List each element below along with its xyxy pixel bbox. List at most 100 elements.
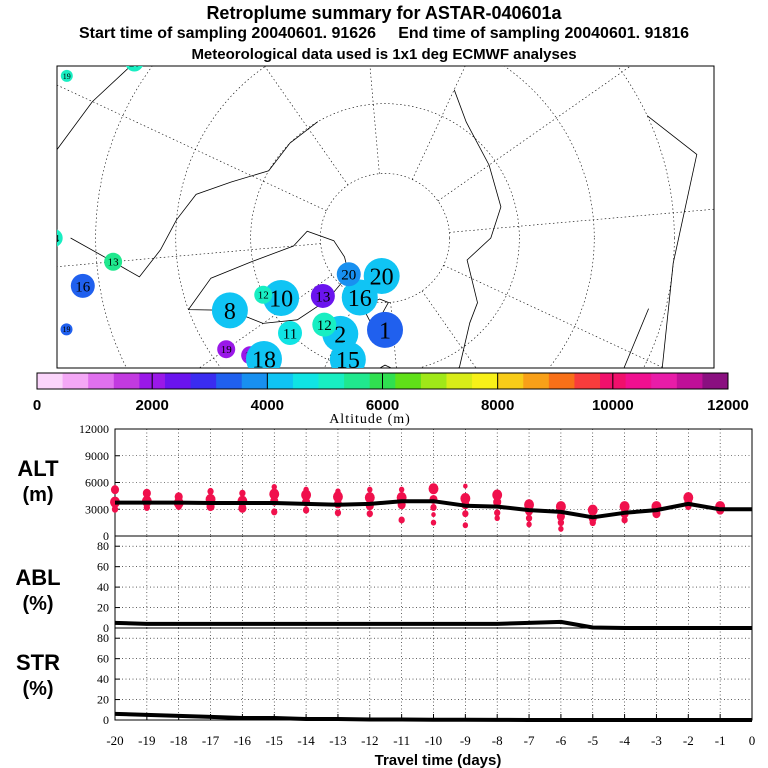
latitude-circle (250, 103, 520, 368)
plume-age-label: 19 (63, 72, 71, 81)
x-tick-label: -9 (460, 733, 471, 748)
altitude-cluster-point (143, 503, 151, 511)
latitude-circle (175, 66, 595, 368)
colorbar-cell (446, 373, 473, 389)
plume-cluster-marker: 6 (240, 415, 276, 451)
y-tick-label: 40 (97, 672, 109, 686)
plume-cluster-circle (70, 273, 95, 298)
plume-cluster-marker: 20 (336, 262, 361, 287)
colorbar-tick-label: 10000 (592, 397, 634, 414)
altitude-cluster-point (335, 488, 341, 495)
y-tick-label: 9000 (85, 449, 109, 463)
x-tick-label: -10 (425, 733, 442, 748)
plume-cluster-circle (60, 69, 73, 82)
colorbar-cell (548, 373, 575, 389)
plume-cluster-marker: 20 (363, 257, 400, 294)
plume-cluster-circle (240, 415, 276, 451)
plume-age-label: 9 (195, 396, 201, 408)
y-tick-label: 80 (97, 539, 109, 553)
plume-age-label: 19 (221, 344, 233, 356)
colorbar-cell (318, 373, 345, 389)
colorbar-tick-label: 8000 (481, 397, 514, 414)
plume-age-label: 17 (30, 250, 46, 266)
plume-age-label: 15 (24, 202, 36, 214)
plume-cluster-circle (27, 170, 39, 182)
altitude-cluster-point (525, 514, 533, 522)
altitude-cluster-point (110, 485, 120, 495)
colorbar-cell (190, 373, 217, 389)
coastlines (57, 66, 698, 368)
alt-panel: 0 3000 6000 9000 12000 (79, 422, 753, 543)
altitude-cluster-point (494, 515, 500, 522)
coastline (646, 115, 698, 368)
altitude-cluster-point (619, 501, 630, 513)
altitude-cluster-point (462, 522, 469, 529)
x-tick-label: -19 (138, 733, 155, 748)
plume-cluster-circle (278, 320, 303, 345)
plume-cluster-marker: 15 (20, 198, 38, 216)
y-tick-label: 12000 (79, 422, 109, 436)
latitude-circle (95, 66, 675, 368)
x-tick-label: -4 (619, 733, 630, 748)
colorbar-cell (88, 373, 115, 389)
y-tick-label: 80 (97, 631, 109, 645)
plume-age-label: 12 (317, 318, 332, 334)
plume-cluster-marker: 13 (104, 252, 123, 271)
plume-cluster-circle (188, 392, 206, 410)
alt-panel-label: ALT (17, 456, 59, 481)
plume-age-label: 8 (224, 299, 236, 325)
coastline (57, 66, 132, 151)
altitude-cluster-point (334, 509, 342, 517)
colorbar-cell (523, 373, 550, 389)
colorbar-tick-label: 4000 (251, 397, 284, 414)
meridian-line (57, 84, 327, 211)
plume-cluster-circle (36, 307, 54, 325)
plume-age-label: 20 (341, 268, 356, 284)
alt-panel-unit: (m) (22, 484, 53, 506)
latitude-circle (320, 173, 450, 303)
plume-age-label: 13 (108, 257, 120, 269)
plume-cluster-circle (289, 414, 325, 450)
x-axis-ticks: -20 -19 -18 -17 -16 -15 -14 -13 -12 -11 -10 -9 -8 -7-… (106, 714, 755, 748)
str-panel-label: STR (16, 650, 60, 675)
plume-age-label: 14 (48, 233, 60, 245)
x-tick-label: -12 (361, 733, 378, 748)
plume-age-label: 20 (370, 265, 394, 291)
meridian-line (449, 208, 714, 233)
plume-cluster-marker: 16 (27, 170, 39, 182)
altitude-cluster-point (587, 504, 598, 516)
altitude-cluster-point (463, 483, 468, 489)
colorbar-cell (113, 373, 140, 389)
plume-cluster-marker: 11 (278, 320, 303, 345)
colorbar-cell (241, 373, 268, 389)
chart-title: Retroplume summary for ASTAR-040601a (206, 3, 562, 23)
altitude-cluster-point (555, 501, 566, 513)
plume-cluster-circle (336, 262, 361, 287)
y-tick-label: 0 (103, 529, 109, 543)
altitude-cluster-point (142, 488, 151, 498)
altitude-cluster-point (301, 489, 312, 501)
plume-cluster-marker: 18 (245, 341, 282, 368)
plume-age-label: 17 (19, 137, 27, 146)
colorbar-cell (292, 373, 320, 389)
plume-age-label: 7 (234, 419, 246, 445)
plume-cluster-circle (20, 198, 38, 216)
plume-cluster-marker: 12 (254, 285, 273, 304)
plume-age-label: 4 (301, 421, 313, 447)
altitude-cluster-point (367, 486, 373, 493)
plume-cluster-marker: 18 (10, 98, 22, 110)
x-tick-label: -6 (555, 733, 566, 748)
plume-cluster-circle (126, 66, 143, 72)
altitude-colorbar: 0 2000 4000 6000 8000 10000 12000 Altitude (m) (33, 372, 749, 427)
y-tick-label: 40 (97, 580, 109, 594)
mean-altitude-line (115, 499, 752, 520)
plume-cluster-circle (10, 98, 22, 110)
sampling-time-subtitle: Start time of sampling 20040601. 91626 E… (78, 25, 690, 42)
x-tick-label: -11 (393, 733, 410, 748)
plume-cluster-circle (222, 412, 258, 448)
plume-cluster-circle (211, 292, 248, 329)
colorbar-cell (625, 373, 652, 389)
